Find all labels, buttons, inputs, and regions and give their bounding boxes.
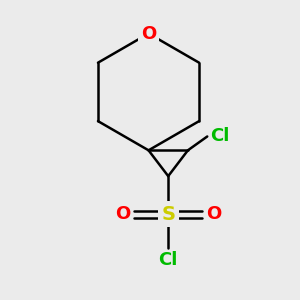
Text: O: O	[116, 205, 131, 223]
Text: Cl: Cl	[210, 128, 229, 146]
Text: O: O	[206, 205, 221, 223]
Text: O: O	[141, 25, 156, 43]
Text: S: S	[161, 205, 175, 224]
Text: Cl: Cl	[158, 250, 178, 268]
